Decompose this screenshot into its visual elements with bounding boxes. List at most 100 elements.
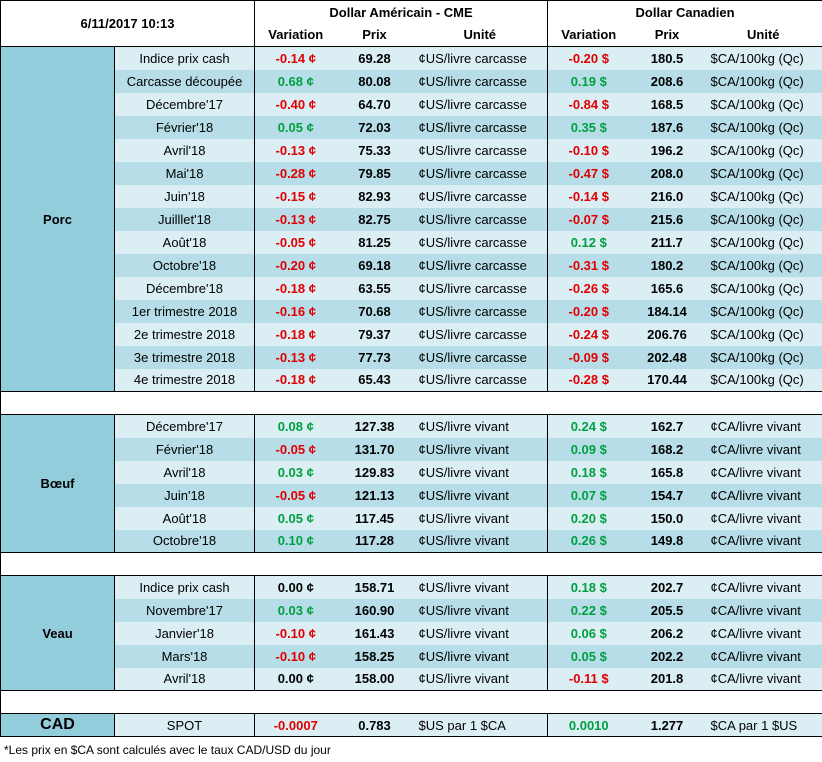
ca-price: 168.5 <box>629 92 705 116</box>
table-row: Juin'18 -0.05 ¢ 121.13 ¢US/livre vivant 0.07… <box>1 483 822 507</box>
row-label: Décembre'17 <box>114 92 256 116</box>
us-unit: ¢US/livre carcasse <box>412 368 549 392</box>
us-price: 79.85 <box>336 161 413 185</box>
us-unit: ¢US/livre carcasse <box>412 46 549 70</box>
us-unit: ¢US/livre carcasse <box>412 322 549 346</box>
ca-variation: -0.10 $ <box>547 138 630 162</box>
us-dollar-title: Dollar Américain - CME <box>254 0 549 24</box>
us-unit: ¢US/livre vivant <box>412 460 549 484</box>
ca-variation: -0.14 $ <box>547 184 630 208</box>
ca-price: 208.6 <box>629 69 705 93</box>
ca-variation: 0.18 $ <box>547 460 630 484</box>
spacer-cell <box>0 690 822 714</box>
row-label: Avril'18 <box>114 667 256 691</box>
us-unit: ¢US/livre vivant <box>412 598 549 622</box>
us-price: 117.45 <box>336 506 413 530</box>
us-unit: ¢US/livre carcasse <box>412 276 549 300</box>
table-row: Février'18 0.05 ¢ 72.03 ¢US/livre carcasse 0… <box>1 115 822 139</box>
section-spacer <box>0 690 822 714</box>
ca-price: 205.5 <box>629 598 705 622</box>
ca-price: 208.0 <box>629 161 705 185</box>
ca-variation: -0.24 $ <box>547 322 630 346</box>
us-price: 121.13 <box>336 483 413 507</box>
ca-variation: -0.09 $ <box>547 345 630 369</box>
row-label: 1er trimestre 2018 <box>114 299 256 323</box>
table-row: Octobre'18 -0.20 ¢ 69.18 ¢US/livre carcasse… <box>1 253 822 277</box>
us-price: 64.70 <box>336 92 413 116</box>
row-label: Juilllet'18 <box>114 207 256 231</box>
ca-price: 202.48 <box>629 345 705 369</box>
table-row: 4e trimestre 2018 -0.18 ¢ 65.43 ¢US/livre c… <box>1 368 822 392</box>
ca-price: 165.8 <box>629 460 705 484</box>
us-price: 80.08 <box>336 69 413 93</box>
row-label: Novembre'17 <box>114 598 256 622</box>
ca-unit: $CA/100kg (Qc) <box>704 253 822 277</box>
us-unit: ¢US/livre carcasse <box>412 161 549 185</box>
us-price: 70.68 <box>336 299 413 323</box>
ca-variation: -0.84 $ <box>547 92 630 116</box>
us-price: 75.33 <box>336 138 413 162</box>
us-variation: -0.05 ¢ <box>254 230 337 254</box>
us-unit: ¢US/livre carcasse <box>412 115 549 139</box>
us-variation: 0.68 ¢ <box>254 69 337 93</box>
cad-row: CAD SPOT -0.0007 0.783 $US par 1 $CA 0.0010 1.… <box>0 713 822 737</box>
spacer-cell <box>0 552 822 576</box>
us-unit: ¢US/livre vivant <box>412 506 549 530</box>
ca-unit: ¢CA/livre vivant <box>704 437 822 461</box>
veau-category: Veau <box>0 575 115 691</box>
table-row: Avril'18 0.00 ¢ 158.00 ¢US/livre vivant -0.1… <box>1 667 822 691</box>
ca-unit: ¢CA/livre vivant <box>704 506 822 530</box>
us-variation: -0.20 ¢ <box>254 253 337 277</box>
ca-variation: -0.26 $ <box>547 276 630 300</box>
ca-price: 150.0 <box>629 506 705 530</box>
us-unit: ¢US/livre vivant <box>412 575 549 599</box>
ca-variation: -0.47 $ <box>547 161 630 185</box>
us-price: 69.18 <box>336 253 413 277</box>
ca-unit: ¢CA/livre vivant <box>704 575 822 599</box>
ca-variation: 0.26 $ <box>547 529 630 553</box>
row-label: Juin'18 <box>114 483 256 507</box>
row-label: Carcasse découpée <box>114 69 256 93</box>
ca-price: 202.2 <box>629 644 705 668</box>
ca-variation: 0.22 $ <box>547 598 630 622</box>
us-price: 65.43 <box>336 368 413 392</box>
us-price: 131.70 <box>336 437 413 461</box>
us-price: 160.90 <box>336 598 413 622</box>
ca-unit: $CA/100kg (Qc) <box>704 69 822 93</box>
ca-unit: ¢CA/livre vivant <box>704 460 822 484</box>
timestamp: 6/11/2017 10:13 <box>0 0 256 47</box>
spacer-cell <box>0 391 822 415</box>
row-label: 3e trimestre 2018 <box>114 345 256 369</box>
us-price: 79.37 <box>336 322 413 346</box>
us-price: 63.55 <box>336 276 413 300</box>
us-variation: 0.03 ¢ <box>254 598 337 622</box>
row-label: 2e trimestre 2018 <box>114 322 256 346</box>
table-row: Décembre'17 -0.40 ¢ 64.70 ¢US/livre carcass… <box>1 92 822 116</box>
us-price: 129.83 <box>336 460 413 484</box>
ca-price: 202.7 <box>629 575 705 599</box>
ca-unit: $CA/100kg (Qc) <box>704 230 822 254</box>
section-spacer <box>0 391 822 415</box>
us-variation-header: Variation <box>254 23 337 47</box>
row-label: Mai'18 <box>114 161 256 185</box>
row-label: Décembre'18 <box>114 276 256 300</box>
ca-variation: 0.35 $ <box>547 115 630 139</box>
table-row: Novembre'17 0.03 ¢ 160.90 ¢US/livre vivant 0… <box>1 598 822 622</box>
row-label: Février'18 <box>114 115 256 139</box>
us-unit: ¢US/livre vivant <box>412 529 549 553</box>
us-price: 161.43 <box>336 621 413 645</box>
table-row: Février'18 -0.05 ¢ 131.70 ¢US/livre vivant 0… <box>1 437 822 461</box>
us-variation: 0.08 ¢ <box>254 414 337 438</box>
us-unit: ¢US/livre vivant <box>412 414 549 438</box>
row-label: Avril'18 <box>114 138 256 162</box>
us-variation: 0.05 ¢ <box>254 506 337 530</box>
table-row: 2e trimestre 2018 -0.18 ¢ 79.37 ¢US/livre c… <box>1 322 822 346</box>
row-label: Janvier'18 <box>114 621 256 645</box>
us-price: 81.25 <box>336 230 413 254</box>
boeuf-category: Bœuf <box>0 414 115 553</box>
us-unit: ¢US/livre carcasse <box>412 253 549 277</box>
us-price: 158.25 <box>336 644 413 668</box>
table-row: Porc Indice prix cash -0.14 ¢ 69.28 ¢US/livr… <box>0 46 822 392</box>
us-variation: -0.13 ¢ <box>254 138 337 162</box>
us-unit: ¢US/livre carcasse <box>412 92 549 116</box>
